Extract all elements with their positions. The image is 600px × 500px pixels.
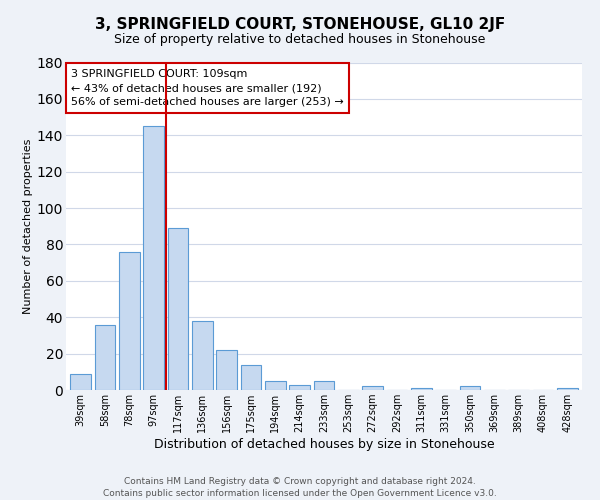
Bar (289, 384, 310, 390)
Text: 3, SPRINGFIELD COURT, STONEHOUSE, GL10 2JF: 3, SPRINGFIELD COURT, STONEHOUSE, GL10 2… (95, 18, 505, 32)
Text: Contains HM Land Registry data © Crown copyright and database right 2024.
Contai: Contains HM Land Registry data © Crown c… (103, 476, 497, 498)
Bar (265, 381, 286, 390)
Bar (167, 228, 188, 390)
Bar (362, 386, 383, 390)
X-axis label: Distribution of detached houses by size in Stonehouse: Distribution of detached houses by size … (154, 438, 494, 451)
Text: 3 SPRINGFIELD COURT: 109sqm
← 43% of detached houses are smaller (192)
56% of se: 3 SPRINGFIELD COURT: 109sqm ← 43% of det… (71, 69, 344, 107)
Bar (192, 321, 212, 390)
Bar (95, 324, 115, 390)
Bar (241, 364, 262, 390)
Text: Size of property relative to detached houses in Stonehouse: Size of property relative to detached ho… (115, 32, 485, 46)
Bar (216, 350, 237, 390)
Y-axis label: Number of detached properties: Number of detached properties (23, 138, 32, 314)
Bar (460, 386, 481, 390)
Bar (119, 252, 140, 390)
Bar (143, 126, 164, 390)
Bar (557, 388, 578, 390)
Bar (314, 381, 334, 390)
Bar (411, 388, 432, 390)
Bar (70, 374, 91, 390)
